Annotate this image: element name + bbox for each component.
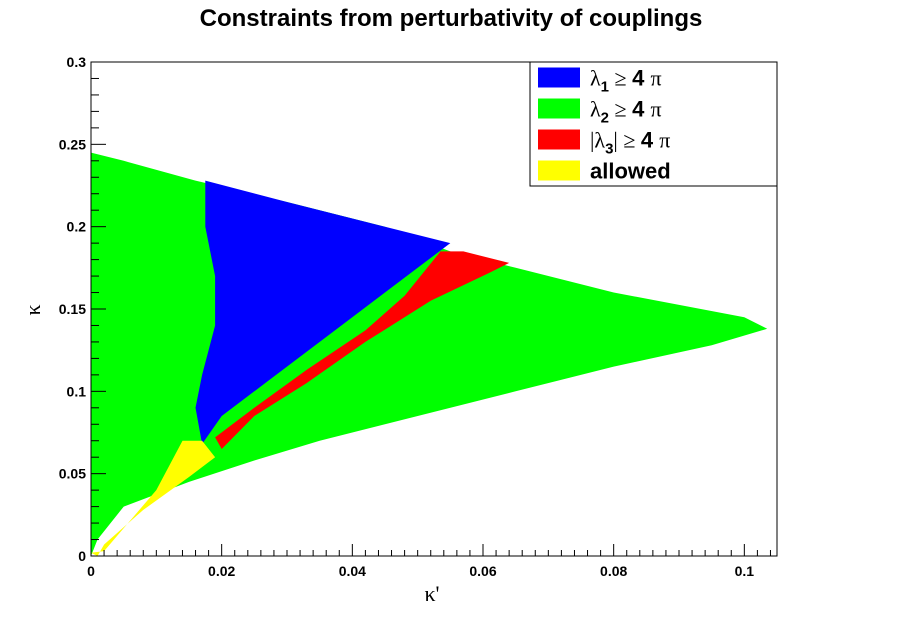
x-tick-label: 0.02 xyxy=(208,563,235,579)
legend-label-lambda1: λ1 ≥ 4 π xyxy=(590,66,662,96)
x-axis-label: κ' xyxy=(424,581,439,606)
y-axis-label: κ xyxy=(20,304,45,315)
y-tick-label: 0.15 xyxy=(59,301,86,317)
legend-label-lambda2: λ2 ≥ 4 π xyxy=(590,97,662,127)
region-allowed xyxy=(91,440,216,556)
legend-swatch-lambda2 xyxy=(538,98,580,119)
region-lambda3 xyxy=(215,251,510,449)
x-tick-label: 0.04 xyxy=(339,563,366,579)
y-tick-label: 0.25 xyxy=(59,136,86,152)
legend-label-lambda3: |λ3| ≥ 4 π xyxy=(590,128,670,158)
x-tick-label: 0.08 xyxy=(600,563,627,579)
plot-regions xyxy=(91,152,768,556)
legend-swatch-lambda3 xyxy=(538,129,580,150)
x-tick-label: 0.06 xyxy=(469,563,496,579)
x-tick-label: 0.1 xyxy=(735,563,755,579)
y-tick-label: 0.2 xyxy=(67,219,87,235)
chart-title: Constraints from perturbativity of coupl… xyxy=(200,5,703,32)
region-lambda1 xyxy=(195,180,451,444)
axes: 0 0.02 0.04 0.06 0.08 0.1 0 0.05 0.1 0.15 0.2 0.25 0… xyxy=(59,54,771,579)
y-tick-label: 0.05 xyxy=(59,466,86,482)
legend-swatch-allowed xyxy=(538,160,580,181)
x-tick-label: 0 xyxy=(87,563,95,579)
y-tick-label: 0.1 xyxy=(67,383,87,399)
legend-label-allowed: allowed xyxy=(590,159,671,184)
legend-swatch-lambda1 xyxy=(538,67,580,88)
y-tick-label: 0 xyxy=(78,548,86,564)
y-tick-label: 0.3 xyxy=(67,54,87,70)
